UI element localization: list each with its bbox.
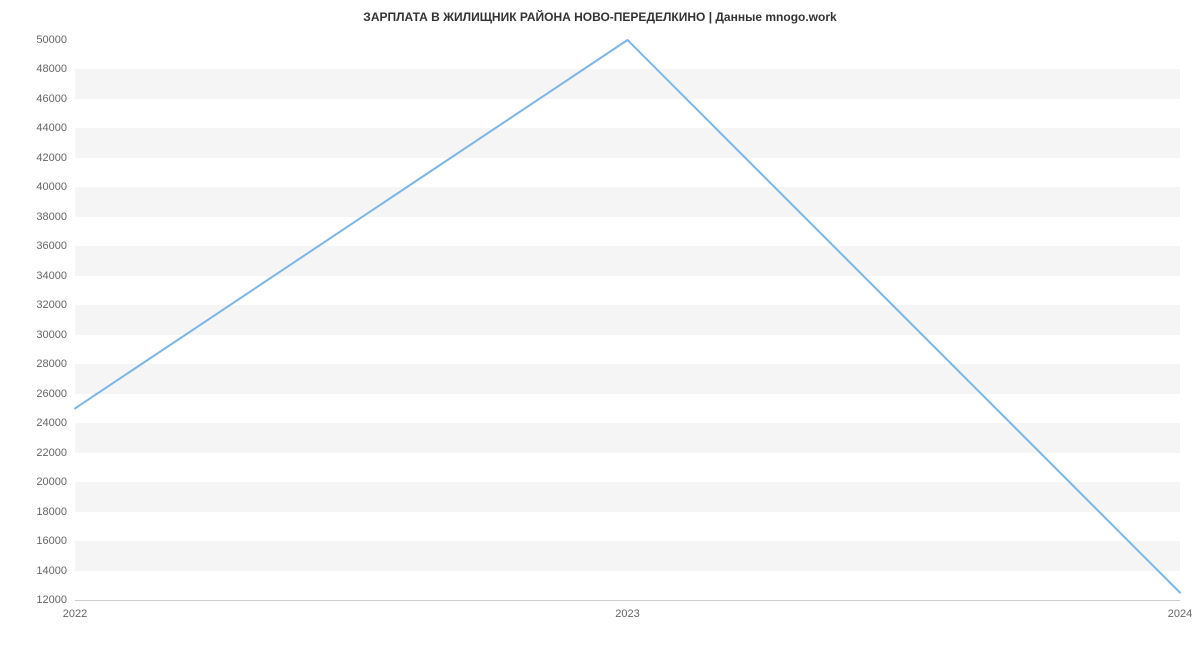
y-axis-tick-label: 32000 bbox=[36, 299, 67, 311]
y-axis-tick-label: 26000 bbox=[36, 388, 67, 400]
y-axis-tick-label: 28000 bbox=[36, 358, 67, 370]
y-axis-tick-label: 20000 bbox=[36, 476, 67, 488]
x-axis-tick-label: 2024 bbox=[1168, 608, 1192, 620]
salary-chart: ЗАРПЛАТА В ЖИЛИЩНИК РАЙОНА НОВО-ПЕРЕДЕЛК… bbox=[0, 0, 1200, 650]
y-axis-tick-label: 18000 bbox=[36, 506, 67, 518]
y-axis-tick-label: 14000 bbox=[36, 565, 67, 577]
series-line bbox=[75, 40, 1180, 600]
y-axis-tick-label: 36000 bbox=[36, 240, 67, 252]
y-axis-tick-label: 40000 bbox=[36, 181, 67, 193]
y-axis-tick-label: 42000 bbox=[36, 152, 67, 164]
y-axis-tick-label: 34000 bbox=[36, 270, 67, 282]
x-axis-line bbox=[75, 600, 1180, 601]
y-axis-tick-label: 48000 bbox=[36, 63, 67, 75]
y-axis-tick-label: 50000 bbox=[36, 34, 67, 46]
y-axis-tick-label: 12000 bbox=[36, 594, 67, 606]
x-axis-tick-label: 2023 bbox=[615, 608, 639, 620]
x-axis-tick-label: 2022 bbox=[63, 608, 87, 620]
y-axis-tick-label: 22000 bbox=[36, 447, 67, 459]
plot-area: 1200014000160001800020000220002400026000… bbox=[75, 40, 1180, 600]
chart-title: ЗАРПЛАТА В ЖИЛИЩНИК РАЙОНА НОВО-ПЕРЕДЕЛК… bbox=[0, 10, 1200, 24]
y-axis-tick-label: 46000 bbox=[36, 93, 67, 105]
y-axis-tick-label: 38000 bbox=[36, 211, 67, 223]
y-axis-tick-label: 16000 bbox=[36, 535, 67, 547]
y-axis-tick-label: 44000 bbox=[36, 122, 67, 134]
y-axis-tick-label: 24000 bbox=[36, 417, 67, 429]
y-axis-tick-label: 30000 bbox=[36, 329, 67, 341]
